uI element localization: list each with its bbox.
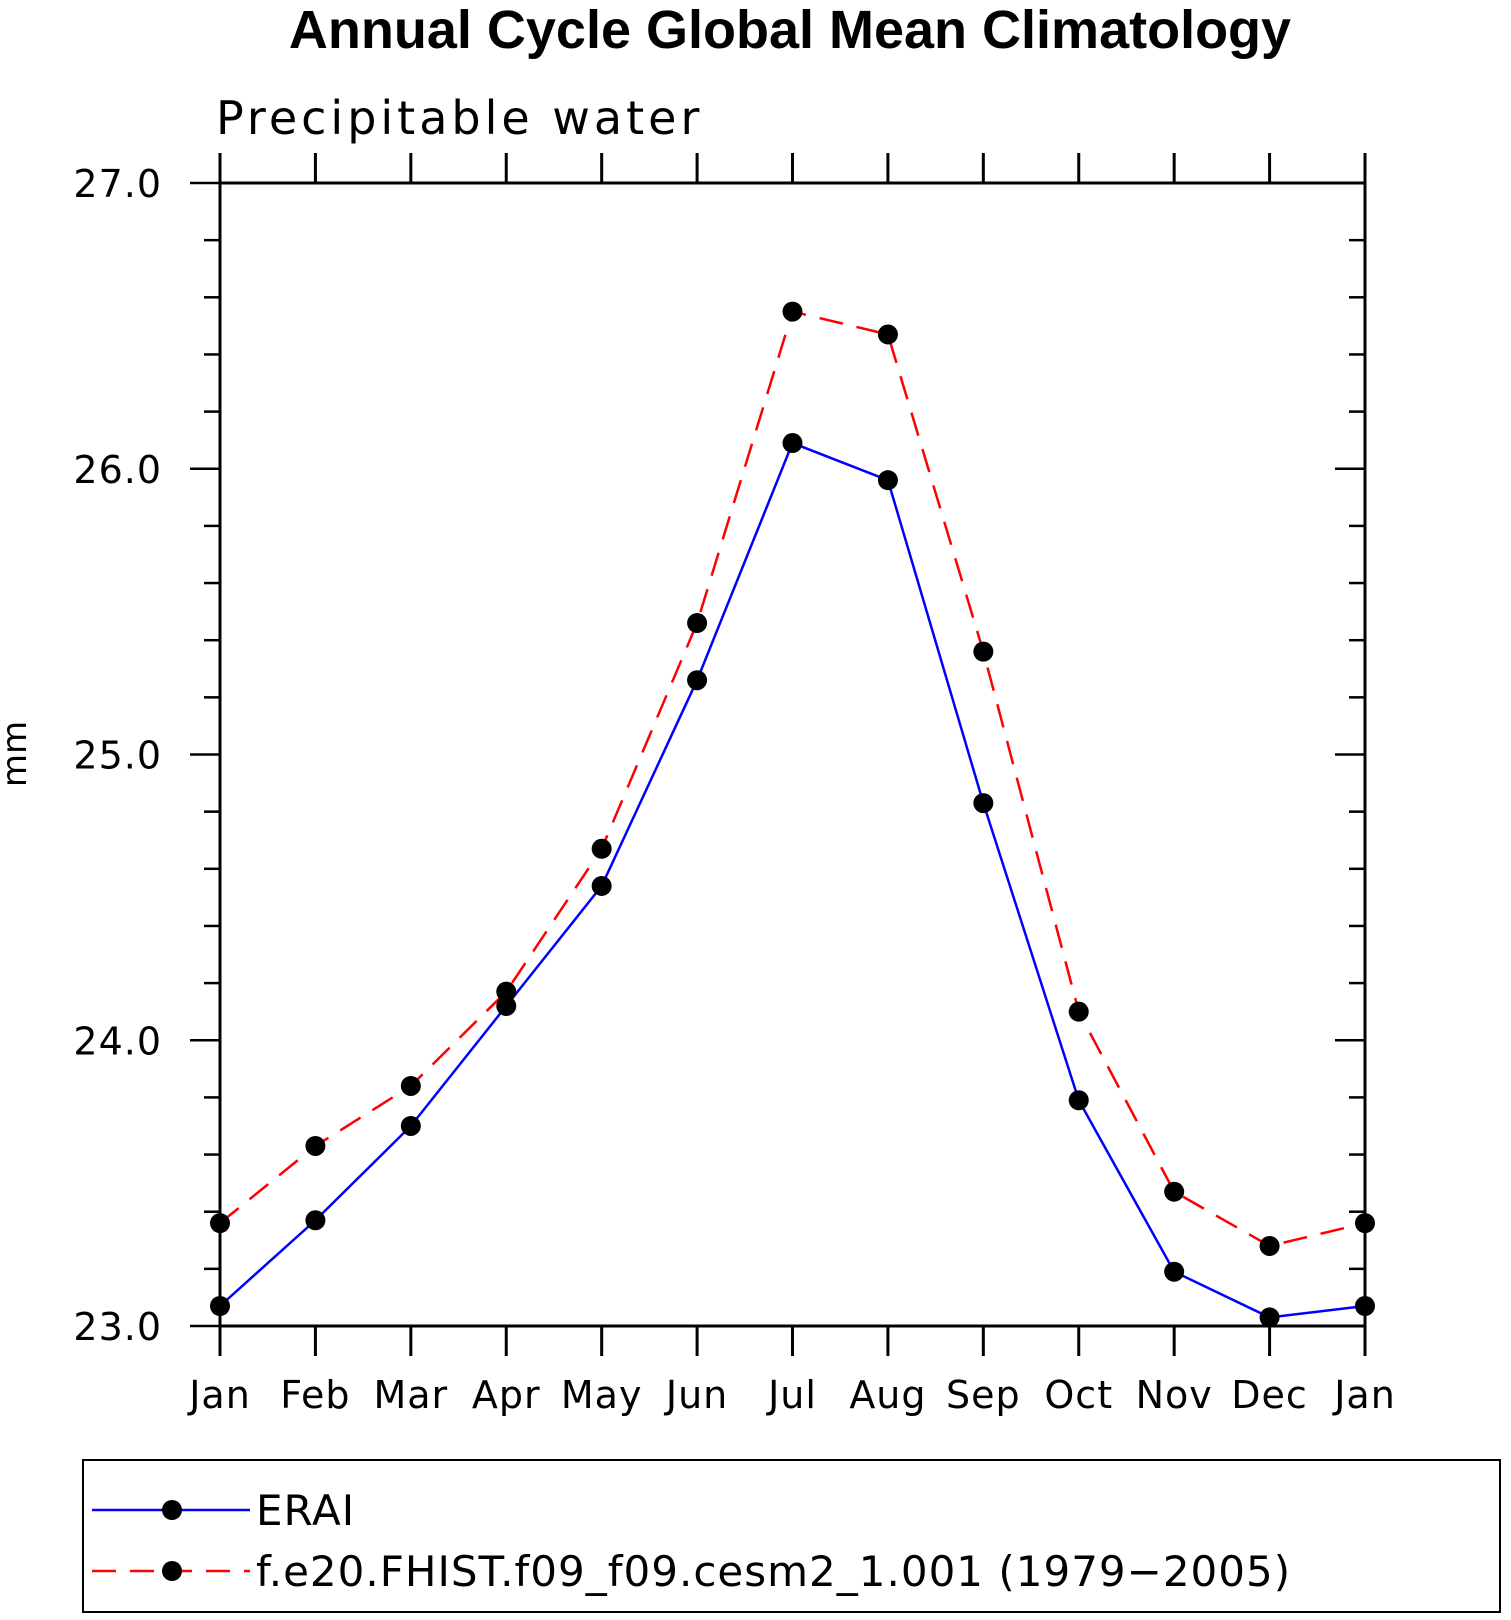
chart-subtitle: Precipitable water	[216, 91, 703, 145]
data-point-series-1	[687, 670, 708, 691]
axes: Jan Feb Mar Apr May Jun Jul Aug Sep Oct Nov Dec Jan 2…	[73, 153, 1395, 1417]
x-tick-label: Dec	[1231, 1373, 1308, 1417]
data-point-series-2	[1259, 1235, 1280, 1256]
data-point-series-2	[1068, 1001, 1089, 1022]
data-point-series-2	[1355, 1213, 1375, 1234]
legend-marker-1	[162, 1500, 182, 1520]
legend-marker-2	[162, 1561, 182, 1581]
y-tick-label: 23.0	[73, 1305, 162, 1349]
y-axis-label: mm	[0, 721, 35, 787]
data-point-series-2	[1164, 1181, 1185, 1202]
data-point-series-2	[400, 1075, 421, 1096]
data-point-series-2	[877, 324, 898, 345]
legend-box	[82, 1459, 1501, 1613]
x-tick-label: Sep	[946, 1373, 1021, 1417]
data-point-series-2	[782, 301, 803, 322]
data-point-series-1	[210, 1295, 230, 1316]
data-point-series-1	[496, 995, 517, 1016]
data-point-series-1	[1068, 1090, 1089, 1111]
data-point-series-1	[591, 875, 612, 896]
x-tick-label: May	[561, 1373, 643, 1417]
legend-label-1: ERAI	[256, 1486, 355, 1535]
data-point-series-2	[973, 641, 994, 662]
data-point-series-1	[305, 1210, 326, 1231]
y-tick-label: 26.0	[73, 448, 162, 492]
data-point-series-2	[591, 838, 612, 859]
data-point-series-1	[1259, 1307, 1280, 1328]
series-layer	[210, 301, 1375, 1328]
x-tick-label: Aug	[849, 1373, 926, 1417]
data-point-series-1	[973, 793, 994, 814]
x-tick-label: Jun	[664, 1373, 728, 1417]
x-tick-label: Jul	[766, 1373, 817, 1417]
data-point-series-1	[400, 1115, 421, 1136]
y-tick-label: 24.0	[73, 1019, 162, 1063]
x-tick-label: Feb	[280, 1373, 350, 1417]
data-point-series-1	[1164, 1261, 1185, 1282]
series-line-1	[219, 441, 1366, 1319]
data-point-series-1	[782, 433, 803, 454]
y-tick-label: 25.0	[73, 734, 162, 778]
legend: ERAI f.e20.FHIST.f09_f09.cesm2_1.001 (197…	[92, 1486, 1291, 1596]
plot-frame	[218, 181, 1367, 1328]
y-tick-label: 27.0	[73, 162, 162, 206]
x-tick-label: Apr	[472, 1373, 541, 1417]
data-point-series-2	[210, 1213, 230, 1234]
data-point-series-2	[496, 981, 517, 1002]
data-point-series-2	[305, 1135, 326, 1156]
x-tick-label: Mar	[373, 1373, 448, 1417]
x-tick-label: Jan	[1332, 1373, 1396, 1417]
legend-label-2: f.e20.FHIST.f09_f09.cesm2_1.001 (1979−20…	[256, 1547, 1291, 1596]
chart-title: Annual Cycle Global Mean Climatology	[289, 0, 1291, 60]
data-point-series-1	[1355, 1295, 1375, 1316]
x-tick-label: Jan	[187, 1373, 251, 1417]
x-tick-label: Nov	[1136, 1373, 1213, 1417]
data-point-series-1	[877, 470, 898, 491]
x-tick-label: Oct	[1044, 1373, 1113, 1417]
data-point-series-2	[687, 613, 708, 634]
